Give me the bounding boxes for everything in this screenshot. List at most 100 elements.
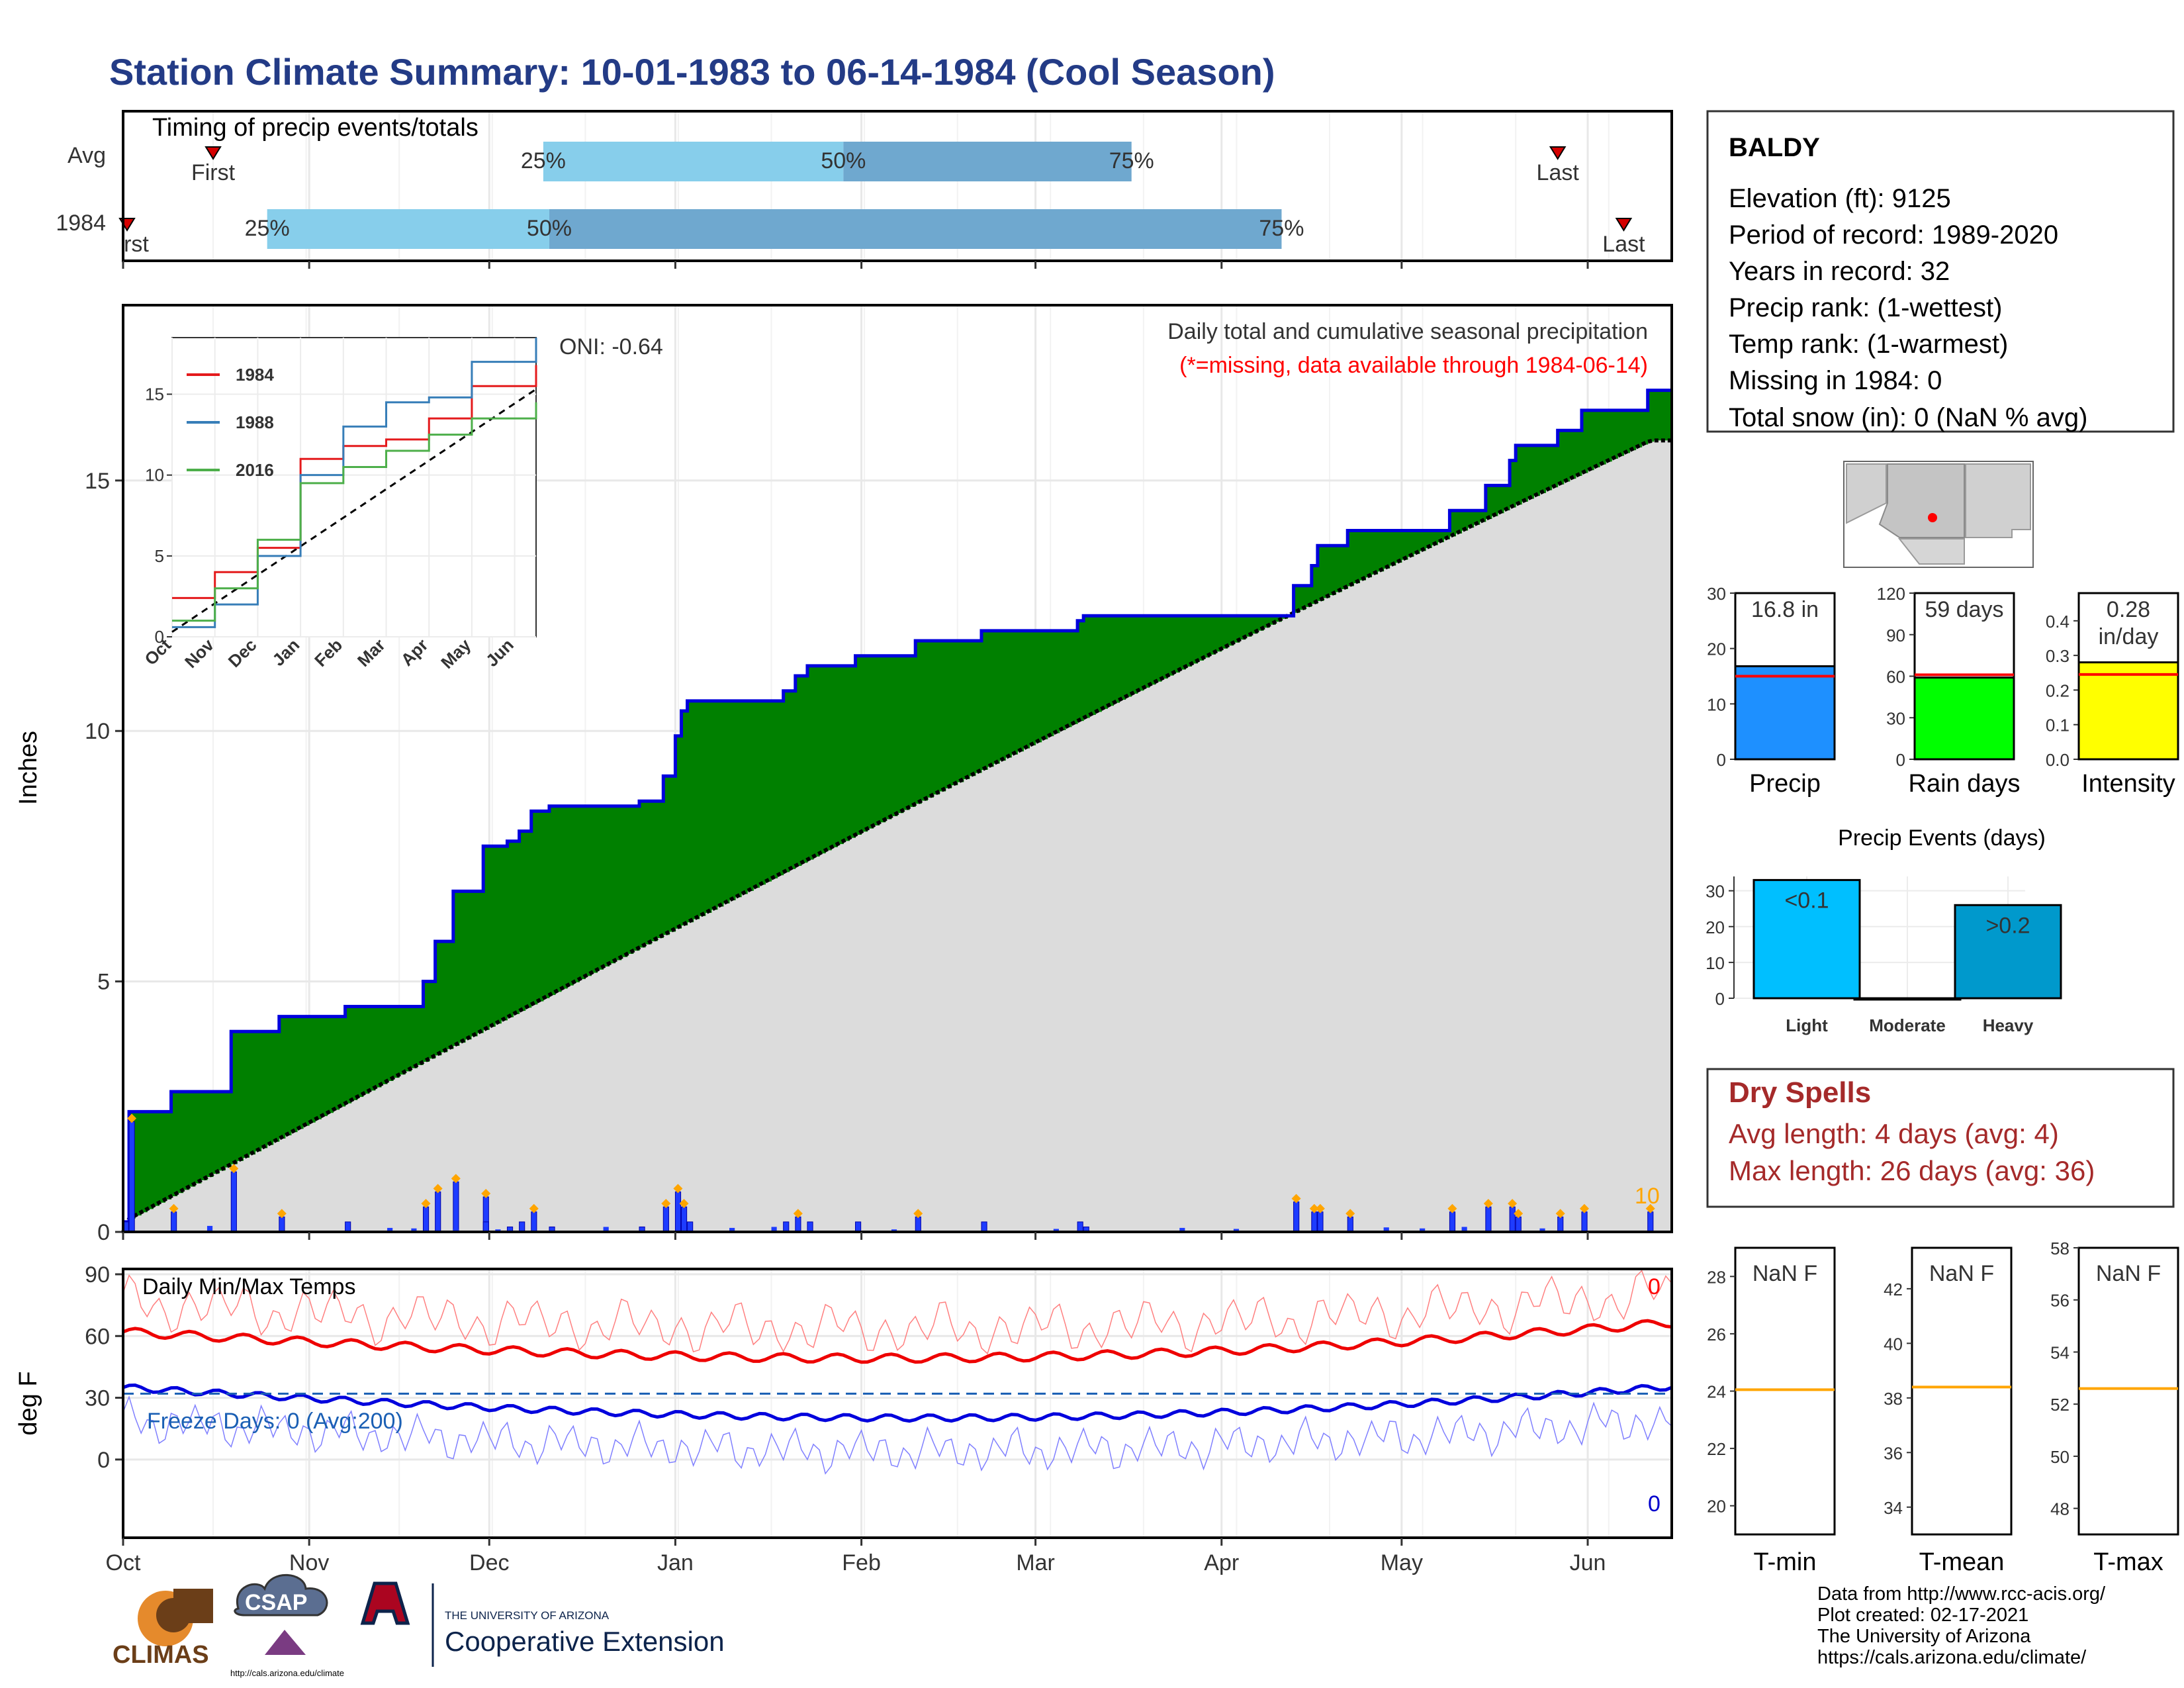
difference-area xyxy=(339,1016,346,1107)
difference-area xyxy=(1137,616,1144,691)
daily-precip-bar xyxy=(1179,1227,1185,1232)
difference-area xyxy=(1551,445,1559,488)
daily-min-temp-line xyxy=(122,1395,1672,1475)
difference-area xyxy=(1041,630,1048,739)
difference-area xyxy=(219,1092,226,1171)
difference-area xyxy=(765,700,772,882)
difference-area xyxy=(1197,616,1205,661)
climas-logo-text: CLIMAS xyxy=(113,1641,209,1669)
daily-precip-bar xyxy=(279,1216,285,1233)
mini-bar-value: in/day xyxy=(2099,624,2159,649)
difference-area xyxy=(987,630,994,767)
difference-area xyxy=(447,941,454,1049)
difference-area xyxy=(645,801,652,945)
difference-area xyxy=(1089,616,1096,715)
difference-area xyxy=(165,1111,172,1199)
difference-area xyxy=(1539,445,1547,493)
difference-area xyxy=(147,1111,154,1209)
difference-area xyxy=(1629,410,1637,451)
difference-area xyxy=(195,1092,202,1184)
difference-area xyxy=(1257,616,1264,631)
temp-bar-label: T-max xyxy=(2093,1548,2163,1576)
station-line: Elevation (ft): 9125 xyxy=(1729,184,1951,213)
daily-precip-bar xyxy=(230,1171,237,1233)
events-bar-moderate xyxy=(1853,997,1962,1001)
difference-area xyxy=(1179,616,1186,670)
month-label: May xyxy=(1381,1550,1423,1575)
difference-area xyxy=(939,641,946,792)
daily-precip-bar xyxy=(1509,1206,1516,1233)
difference-area xyxy=(213,1092,220,1174)
difference-area xyxy=(867,655,874,829)
difference-area xyxy=(1125,616,1132,697)
mini-y-tick-label: 30 xyxy=(1707,584,1726,604)
daily-precip-bar xyxy=(981,1221,987,1233)
difference-area xyxy=(1455,510,1463,534)
difference-area xyxy=(585,806,592,976)
timing-row-1984-label: 1984 xyxy=(56,211,106,236)
daily-precip-bar xyxy=(687,1221,694,1233)
difference-area xyxy=(1269,616,1276,625)
inset-average-line xyxy=(171,388,537,633)
difference-area xyxy=(435,941,442,1056)
mini-bar-label: Precip xyxy=(1749,770,1821,798)
climas-block-icon xyxy=(173,1589,213,1623)
difference-area xyxy=(399,1006,406,1075)
difference-area xyxy=(687,700,694,923)
difference-area xyxy=(927,641,934,798)
difference-area xyxy=(963,641,970,779)
daily-precip-bar xyxy=(1293,1201,1300,1233)
difference-area xyxy=(1527,445,1534,499)
temp-y-tick-label: 28 xyxy=(1707,1267,1726,1287)
difference-area xyxy=(1510,460,1516,508)
difference-area xyxy=(1461,510,1469,531)
daily-precip-bar xyxy=(1449,1211,1456,1233)
difference-area xyxy=(1516,445,1522,505)
difference-area xyxy=(315,1016,322,1119)
difference-area xyxy=(135,1111,142,1216)
difference-area xyxy=(1107,616,1115,706)
temp-bar-label: T-min xyxy=(1754,1548,1817,1576)
difference-area xyxy=(1647,390,1655,442)
difference-area xyxy=(1353,530,1360,584)
month-label: Nov xyxy=(289,1550,329,1575)
average-cumulative-area xyxy=(123,440,1672,1232)
difference-area xyxy=(1522,445,1528,502)
difference-area xyxy=(1059,630,1066,730)
map-arizona xyxy=(1878,463,1965,538)
difference-area xyxy=(561,806,568,989)
difference-area xyxy=(1077,620,1084,722)
difference-area xyxy=(1635,410,1643,447)
difference-area xyxy=(321,1016,328,1117)
daily-precip-marker xyxy=(127,1113,137,1123)
daily-precip-bar xyxy=(1317,1211,1324,1233)
station-location-marker xyxy=(1928,513,1937,522)
difference-area xyxy=(657,801,664,939)
events-y-tick-label: 10 xyxy=(1706,953,1725,973)
daily-precip-bar xyxy=(1347,1216,1353,1233)
difference-area xyxy=(933,641,940,795)
daily-precip-bar xyxy=(1581,1211,1588,1233)
daily-max-temp-line xyxy=(122,1270,1672,1355)
daily-precip-marker xyxy=(1291,1194,1301,1203)
daily-precip-bar xyxy=(387,1227,393,1232)
mini-y-tick-label: 0.2 xyxy=(2046,680,2070,700)
difference-area xyxy=(921,641,928,801)
station-line: Temp rank: (1-warmest) xyxy=(1729,330,2008,359)
temp-y-tick-label: 40 xyxy=(1884,1334,1903,1354)
difference-area xyxy=(651,801,658,941)
difference-area xyxy=(1251,616,1258,634)
events-title: Precip Events (days) xyxy=(1838,825,2046,851)
difference-area xyxy=(615,806,622,961)
difference-area xyxy=(825,665,832,851)
daily-precip-marker xyxy=(1483,1199,1493,1209)
difference-area xyxy=(1263,616,1270,628)
difference-area xyxy=(1005,630,1012,758)
inset-y-tick-label: 15 xyxy=(145,385,164,404)
difference-area xyxy=(1612,410,1618,459)
temp-y-tick-label: 50 xyxy=(2050,1447,2070,1467)
difference-area xyxy=(579,806,586,980)
difference-area xyxy=(291,1016,298,1133)
temp-bar-frame xyxy=(1734,1246,1836,1536)
difference-area xyxy=(1305,585,1312,607)
